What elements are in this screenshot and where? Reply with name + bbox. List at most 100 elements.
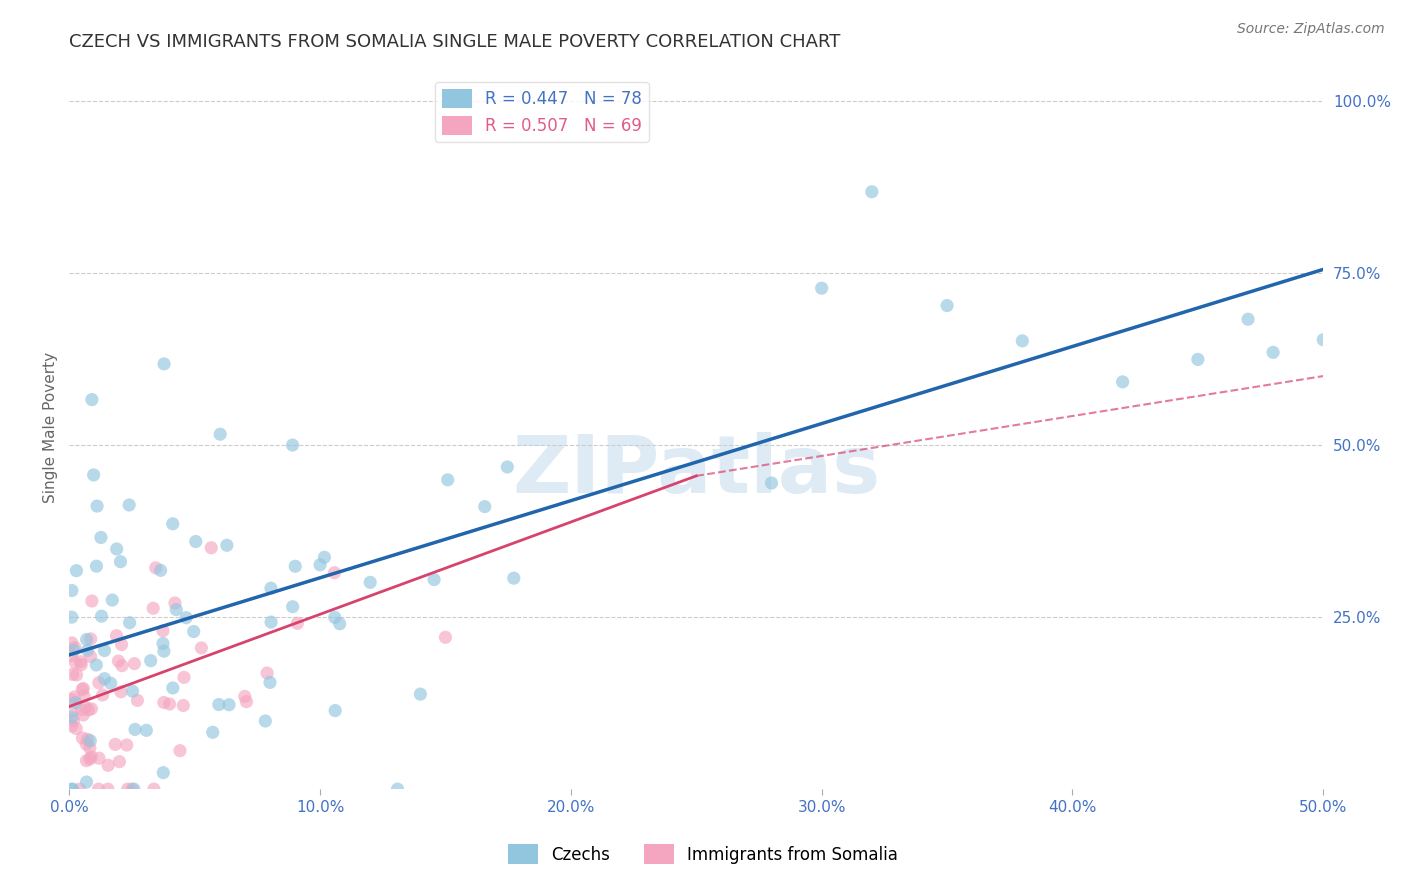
Point xyxy=(76,775,98,789)
Point xyxy=(75,700,97,714)
Point xyxy=(80,750,103,764)
Point xyxy=(215,538,238,552)
Point xyxy=(139,654,162,668)
Legend: Czechs, Immigrants from Somalia: Czechs, Immigrants from Somalia xyxy=(502,838,904,871)
Point xyxy=(423,573,446,587)
Legend: R = 0.447   N = 78, R = 0.507   N = 69: R = 0.447 N = 78, R = 0.507 N = 69 xyxy=(434,82,648,142)
Point xyxy=(90,531,112,545)
Point xyxy=(69,782,91,797)
Point xyxy=(80,392,103,407)
Point xyxy=(1312,333,1334,347)
Point xyxy=(63,640,86,655)
Point xyxy=(70,657,93,672)
Point xyxy=(72,708,94,723)
Point xyxy=(152,765,174,780)
Point xyxy=(60,583,83,598)
Point xyxy=(80,702,103,716)
Point xyxy=(69,655,91,669)
Point xyxy=(105,629,128,643)
Point xyxy=(77,703,100,717)
Point xyxy=(209,427,232,442)
Point xyxy=(233,690,256,704)
Point xyxy=(79,741,101,756)
Point xyxy=(142,782,165,797)
Point xyxy=(105,541,128,556)
Point xyxy=(323,610,346,624)
Point xyxy=(162,681,184,695)
Point xyxy=(169,744,191,758)
Point xyxy=(75,754,97,768)
Point xyxy=(70,682,93,697)
Point xyxy=(323,704,346,718)
Point xyxy=(79,649,101,664)
Point xyxy=(281,599,304,614)
Point xyxy=(76,732,98,747)
Point xyxy=(496,460,519,475)
Point xyxy=(145,561,167,575)
Point xyxy=(314,550,336,565)
Point xyxy=(118,498,141,512)
Point xyxy=(97,782,120,797)
Point xyxy=(100,676,122,690)
Point xyxy=(152,636,174,650)
Point xyxy=(76,632,98,647)
Point xyxy=(127,693,149,707)
Point xyxy=(124,657,146,671)
Point xyxy=(65,668,87,682)
Point xyxy=(87,751,110,765)
Point xyxy=(60,704,83,718)
Point xyxy=(86,499,108,513)
Point xyxy=(936,299,959,313)
Point xyxy=(72,681,94,696)
Point xyxy=(87,675,110,690)
Point xyxy=(153,357,176,371)
Point xyxy=(190,640,212,655)
Point xyxy=(60,648,83,663)
Point xyxy=(60,636,83,650)
Point xyxy=(83,467,105,482)
Point xyxy=(409,687,432,701)
Point xyxy=(75,737,97,751)
Point xyxy=(152,624,174,638)
Point xyxy=(79,733,101,747)
Point xyxy=(329,616,352,631)
Point xyxy=(79,752,101,766)
Point xyxy=(323,566,346,580)
Point xyxy=(287,616,309,631)
Point xyxy=(87,782,110,797)
Point xyxy=(93,672,115,686)
Point xyxy=(1111,375,1133,389)
Point xyxy=(110,638,132,652)
Point xyxy=(121,782,143,797)
Point xyxy=(201,725,224,739)
Point xyxy=(200,541,222,555)
Point xyxy=(1261,345,1284,359)
Point xyxy=(60,692,83,706)
Text: Source: ZipAtlas.com: Source: ZipAtlas.com xyxy=(1237,22,1385,37)
Point xyxy=(218,698,240,712)
Point xyxy=(80,632,103,646)
Point xyxy=(256,666,278,681)
Point xyxy=(65,564,87,578)
Point xyxy=(359,575,381,590)
Point xyxy=(73,689,96,703)
Point xyxy=(91,688,114,702)
Point xyxy=(76,643,98,657)
Point xyxy=(63,690,86,704)
Point xyxy=(1011,334,1033,348)
Point xyxy=(63,643,86,657)
Point xyxy=(124,723,146,737)
Point xyxy=(86,658,108,673)
Point xyxy=(208,698,231,712)
Point xyxy=(281,438,304,452)
Point xyxy=(135,723,157,738)
Point xyxy=(163,596,186,610)
Point xyxy=(90,609,112,624)
Point xyxy=(254,714,277,728)
Point xyxy=(174,610,197,624)
Point xyxy=(122,782,145,797)
Point xyxy=(62,782,84,797)
Point xyxy=(173,670,195,684)
Y-axis label: Single Male Poverty: Single Male Poverty xyxy=(44,352,58,503)
Point xyxy=(107,654,129,668)
